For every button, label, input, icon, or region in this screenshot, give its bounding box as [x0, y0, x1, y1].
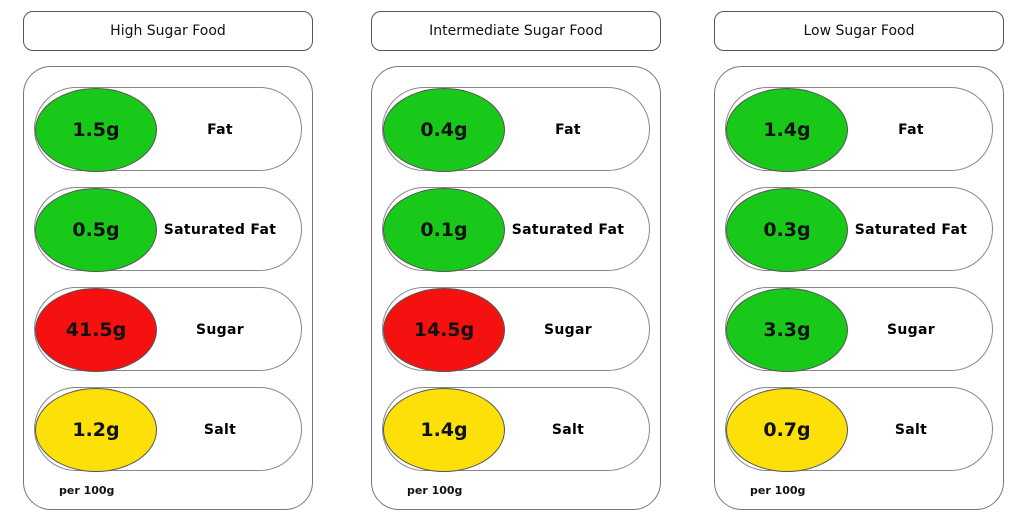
nutrient-row-fat: 0.4g Fat [382, 87, 650, 172]
panel-high-sugar-food: High Sugar Food 1.5g Fat 0.5g Saturated … [23, 0, 323, 519]
nutrient-label: Sugar [544, 322, 592, 338]
nutrient-label: Salt [203, 422, 237, 438]
nutrient-row-fat: 1.5g Fat [34, 87, 302, 172]
nutrient-row-sugar: 41.5g Sugar [34, 287, 302, 372]
per-100g-note: per 100g [750, 484, 806, 497]
nutrient-label: Saturated Fat [854, 222, 968, 238]
panel-title: Low Sugar Food [714, 11, 1004, 51]
traffic-light-badge: 0.3g [726, 188, 848, 272]
traffic-light-badge: 0.7g [726, 388, 848, 472]
nutrient-label: Fat [555, 122, 581, 138]
nutrient-row-sugar: 3.3g Sugar [725, 287, 993, 372]
nutrient-row-sugar: 14.5g Sugar [382, 287, 650, 372]
panel-intermediate-sugar-food: Intermediate Sugar Food 0.4g Fat 0.1g Sa… [371, 0, 671, 519]
nutrient-label: Sugar [196, 322, 244, 338]
nutrient-label: Fat [207, 122, 233, 138]
panel-title: High Sugar Food [23, 11, 313, 51]
nutrient-label: Saturated Fat [163, 222, 277, 238]
nutrient-label: Salt [894, 422, 928, 438]
nutrient-row-fat: 1.4g Fat [725, 87, 993, 172]
traffic-light-badge: 3.3g [726, 288, 848, 372]
panel-title: Intermediate Sugar Food [371, 11, 661, 51]
traffic-light-badge: 1.5g [35, 88, 157, 172]
nutrient-row-saturated-fat: 0.5g Saturated Fat [34, 187, 302, 272]
traffic-light-badge: 14.5g [383, 288, 505, 372]
traffic-light-badge: 0.4g [383, 88, 505, 172]
nutrition-card: 1.5g Fat 0.5g Saturated Fat 41.5g Sugar … [23, 66, 313, 510]
traffic-light-badge: 1.2g [35, 388, 157, 472]
nutrient-label: Fat [898, 122, 924, 138]
nutrient-label: Saturated Fat [511, 222, 625, 238]
traffic-light-badge: 41.5g [35, 288, 157, 372]
nutrient-row-salt: 0.7g Salt [725, 387, 993, 472]
nutrient-row-salt: 1.4g Salt [382, 387, 650, 472]
nutrient-label: Salt [551, 422, 585, 438]
nutrient-row-saturated-fat: 0.1g Saturated Fat [382, 187, 650, 272]
nutrient-row-saturated-fat: 0.3g Saturated Fat [725, 187, 993, 272]
panel-low-sugar-food: Low Sugar Food 1.4g Fat 0.3g Saturated F… [714, 0, 1014, 519]
per-100g-note: per 100g [407, 484, 463, 497]
nutrient-label: Sugar [887, 322, 935, 338]
nutrition-card: 1.4g Fat 0.3g Saturated Fat 3.3g Sugar 0… [714, 66, 1004, 510]
traffic-light-badge: 0.1g [383, 188, 505, 272]
per-100g-note: per 100g [59, 484, 115, 497]
traffic-light-badge: 1.4g [726, 88, 848, 172]
traffic-light-badge: 1.4g [383, 388, 505, 472]
traffic-light-badge: 0.5g [35, 188, 157, 272]
nutrient-row-salt: 1.2g Salt [34, 387, 302, 472]
nutrition-card: 0.4g Fat 0.1g Saturated Fat 14.5g Sugar … [371, 66, 661, 510]
